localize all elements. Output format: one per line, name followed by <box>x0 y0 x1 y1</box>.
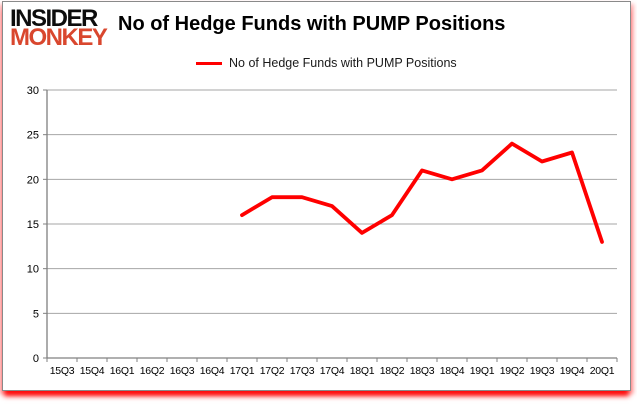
svg-text:17Q2: 17Q2 <box>260 365 285 377</box>
svg-text:19Q4: 19Q4 <box>560 365 585 377</box>
svg-text:5: 5 <box>33 308 39 320</box>
svg-text:25: 25 <box>27 130 39 142</box>
svg-text:20: 20 <box>27 174 39 186</box>
insider-monkey-logo: INSIDER MONKEY <box>10 5 108 51</box>
svg-text:16Q2: 16Q2 <box>140 365 165 377</box>
svg-text:19Q3: 19Q3 <box>530 365 555 377</box>
svg-text:16Q1: 16Q1 <box>110 365 135 377</box>
svg-text:17Q3: 17Q3 <box>290 365 315 377</box>
legend-line-swatch <box>196 61 222 65</box>
svg-text:15: 15 <box>27 219 39 231</box>
svg-text:18Q2: 18Q2 <box>380 365 405 377</box>
logo-monkey-text: MONKEY <box>10 24 108 51</box>
svg-text:30: 30 <box>27 85 39 97</box>
svg-text:19Q1: 19Q1 <box>470 365 495 377</box>
svg-text:0: 0 <box>33 353 39 365</box>
y-tick-labels: 0 5 10 15 20 25 30 <box>27 85 39 365</box>
x-tick-labels: 15Q3 15Q4 16Q1 16Q2 16Q3 16Q4 17Q1 17Q2 17Q3 17Q4… <box>50 365 615 377</box>
svg-text:10: 10 <box>27 264 39 276</box>
svg-text:18Q4: 18Q4 <box>440 365 465 377</box>
svg-text:15Q4: 15Q4 <box>80 365 105 377</box>
svg-text:17Q1: 17Q1 <box>230 365 255 377</box>
tick-marks <box>43 89 618 362</box>
chart-frame: INSIDER MONKEY No of Hedge Funds with PU… <box>2 1 631 391</box>
legend: No of Hedge Funds with PUMP Positions <box>196 56 457 70</box>
line-chart: 0 5 10 15 20 25 30 15Q3 15Q4 16Q1 16Q2 16Q3 16Q4 17Q1… <box>27 85 618 377</box>
svg-text:18Q3: 18Q3 <box>410 365 435 377</box>
y-gridlines <box>47 89 617 314</box>
svg-text:18Q1: 18Q1 <box>350 365 375 377</box>
svg-text:15Q3: 15Q3 <box>50 365 75 377</box>
legend-label: No of Hedge Funds with PUMP Positions <box>229 56 457 70</box>
logo-insider-text: INSIDER <box>10 5 98 32</box>
svg-text:16Q4: 16Q4 <box>200 365 225 377</box>
svg-text:17Q4: 17Q4 <box>320 365 345 377</box>
svg-text:19Q2: 19Q2 <box>500 365 525 377</box>
series-line <box>240 141 604 244</box>
chart-title: No of Hedge Funds with PUMP Positions <box>118 13 506 35</box>
svg-text:20Q1: 20Q1 <box>590 365 615 377</box>
svg-text:16Q3: 16Q3 <box>170 365 195 377</box>
